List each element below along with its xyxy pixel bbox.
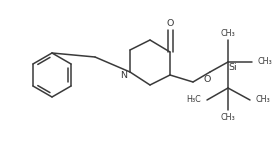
Text: CH₃: CH₃ bbox=[258, 57, 273, 66]
Text: H₃C: H₃C bbox=[186, 96, 201, 105]
Text: N: N bbox=[120, 70, 127, 80]
Text: CH₃: CH₃ bbox=[256, 96, 271, 105]
Text: CH₃: CH₃ bbox=[221, 112, 235, 122]
Text: O: O bbox=[203, 75, 211, 84]
Text: O: O bbox=[166, 20, 174, 28]
Text: CH₃: CH₃ bbox=[221, 28, 235, 38]
Text: Si: Si bbox=[229, 63, 237, 72]
